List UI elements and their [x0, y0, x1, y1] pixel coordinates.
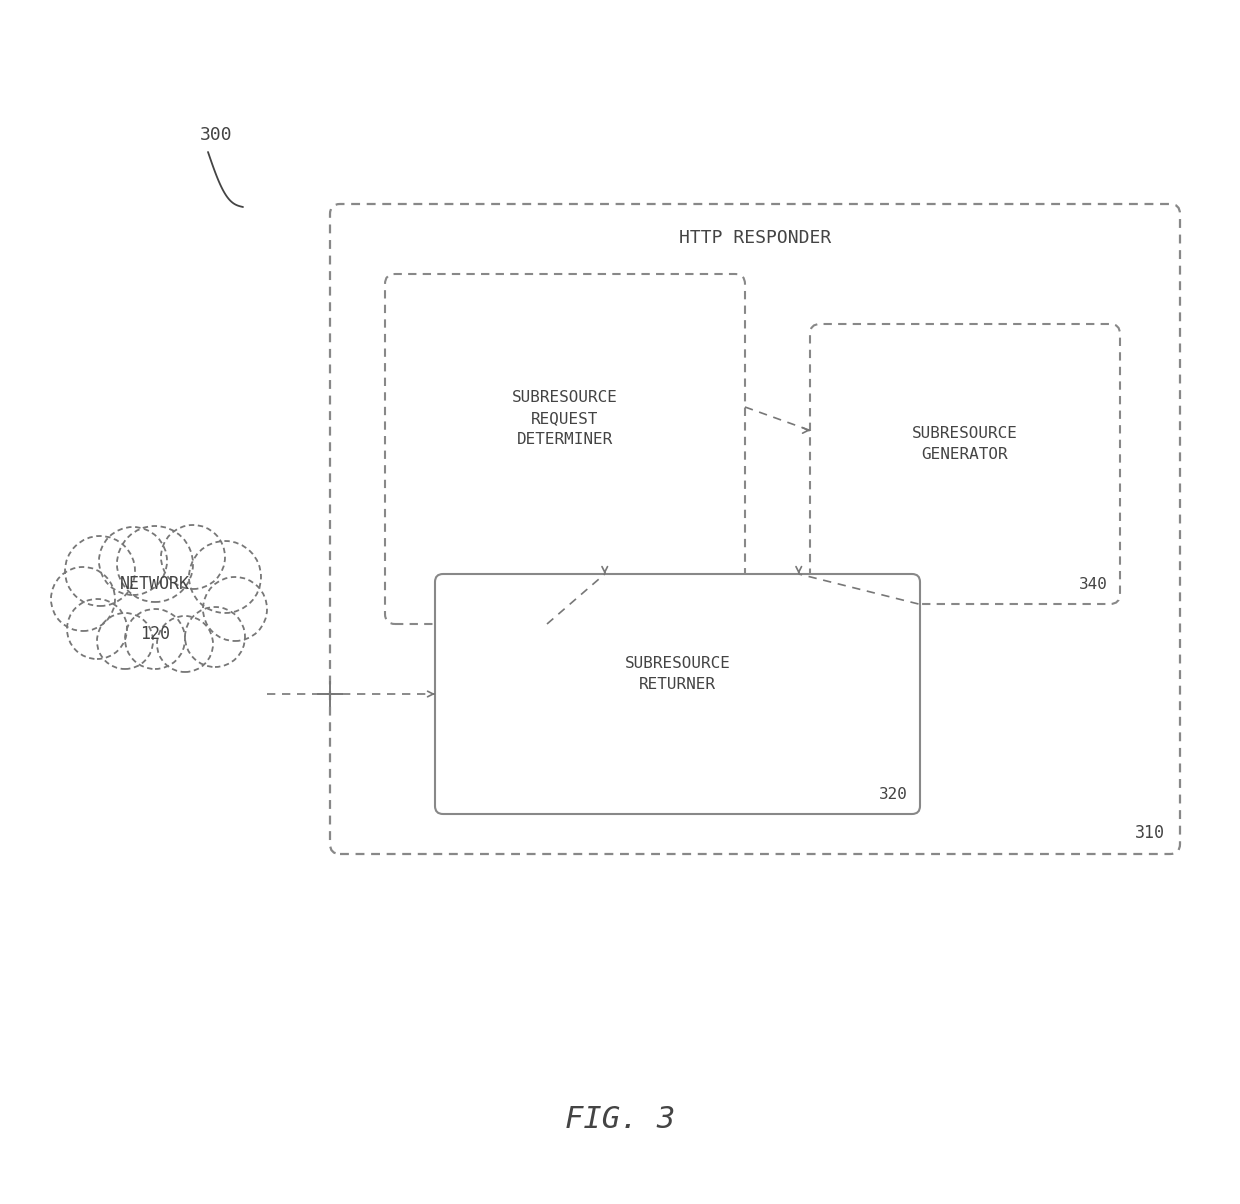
Text: 330: 330 [704, 597, 733, 612]
Circle shape [188, 541, 260, 613]
Circle shape [161, 525, 224, 589]
Text: 340: 340 [1079, 577, 1109, 592]
Circle shape [157, 616, 213, 672]
Text: SUBRESOURCE
RETURNER: SUBRESOURCE RETURNER [625, 656, 730, 692]
Text: 120: 120 [140, 625, 170, 643]
Text: NETWORK: NETWORK [120, 576, 190, 594]
FancyBboxPatch shape [435, 574, 920, 814]
FancyBboxPatch shape [810, 324, 1120, 604]
Circle shape [125, 609, 185, 669]
Text: 320: 320 [879, 787, 908, 802]
FancyBboxPatch shape [330, 203, 1180, 854]
Text: 310: 310 [1135, 824, 1166, 842]
Text: SUBRESOURCE
REQUEST
DETERMINER: SUBRESOURCE REQUEST DETERMINER [512, 390, 618, 448]
Text: SUBRESOURCE
GENERATOR: SUBRESOURCE GENERATOR [913, 426, 1018, 462]
Circle shape [67, 600, 126, 659]
Text: 300: 300 [200, 126, 233, 144]
Text: HTTP RESPONDER: HTTP RESPONDER [678, 229, 831, 247]
Circle shape [64, 536, 135, 606]
Circle shape [51, 567, 115, 631]
Circle shape [117, 526, 193, 602]
Circle shape [97, 613, 153, 669]
Circle shape [99, 527, 167, 595]
Circle shape [185, 607, 246, 667]
Text: FIG. 3: FIG. 3 [565, 1105, 675, 1134]
FancyBboxPatch shape [384, 275, 745, 624]
Circle shape [203, 577, 267, 641]
